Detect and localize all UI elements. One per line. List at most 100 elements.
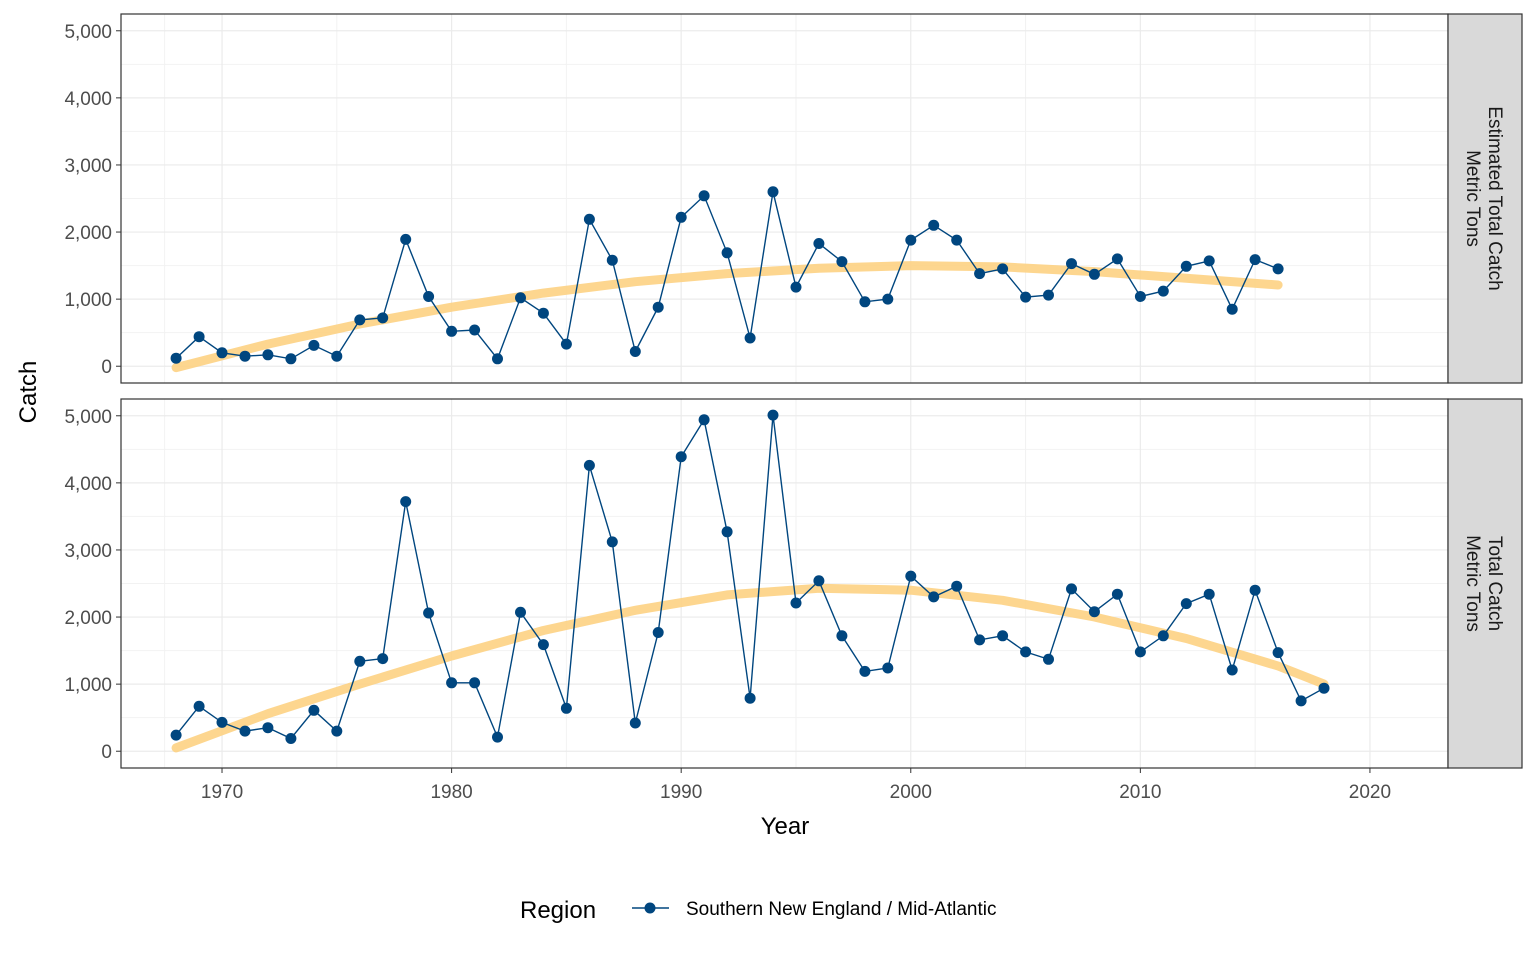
data-point [859, 296, 871, 308]
data-point [606, 254, 618, 266]
data-point [216, 347, 228, 359]
data-point [285, 733, 297, 744]
y-tick-label: 3,000 [64, 541, 112, 562]
data-point [492, 731, 503, 743]
y-tick-label: 5,000 [64, 22, 112, 43]
data-point [400, 233, 412, 245]
data-point [836, 630, 848, 642]
data-point [216, 716, 228, 728]
data-point [744, 332, 756, 344]
data-point [951, 234, 963, 246]
data-point [813, 575, 825, 587]
data-point [446, 325, 458, 337]
legend: Region Southern New England / Mid-Atlant… [520, 897, 997, 924]
data-point [1043, 289, 1054, 301]
data-point [836, 256, 848, 268]
data-point [354, 655, 366, 667]
panel-1: 0 1,000 2,000 3,000 4,000 5,000 Estimated Tota… [64, 13, 1523, 384]
y-tick-label: 2,000 [64, 223, 112, 244]
data-point [1157, 630, 1169, 642]
y-tick-label: 3,000 [64, 156, 112, 177]
data-point [1088, 606, 1100, 618]
data-point [262, 722, 274, 734]
data-point [951, 580, 963, 592]
data-point [790, 597, 802, 609]
data-point [652, 301, 664, 313]
data-point [537, 307, 549, 319]
trend-line [171, 583, 1329, 753]
data-point [652, 627, 664, 638]
data-point [354, 314, 366, 326]
data-point [606, 536, 618, 548]
data-point [997, 263, 1009, 275]
data-point [1088, 268, 1100, 280]
data-point [170, 729, 182, 741]
data-point [515, 606, 526, 618]
data-point [813, 238, 825, 249]
data-point [1020, 291, 1032, 303]
data-point [1226, 664, 1238, 676]
legend-entry-label: Southern New England / Mid-Atlantic [686, 899, 997, 920]
data-point [1249, 584, 1261, 596]
facet-strip-label: Estimated Total CatchMetric Tons [1462, 106, 1505, 290]
data-point [721, 247, 733, 259]
data-point [170, 352, 182, 364]
facet-strip-label-line2: Metric Tons [1462, 150, 1483, 247]
data-point [790, 281, 802, 293]
data-point [193, 331, 205, 343]
facet-strip-label-line1: Total Catch [1484, 536, 1505, 631]
x-tick-label: 2020 [1349, 782, 1391, 803]
data-point [675, 211, 687, 223]
facet-strip [1447, 398, 1523, 769]
data-point [469, 324, 481, 336]
legend-title: Region [520, 897, 596, 924]
data-point [308, 704, 320, 716]
data-point [583, 213, 595, 225]
data-point [193, 700, 205, 712]
legend-key-point [644, 902, 656, 914]
data-point [285, 353, 297, 365]
data-point [377, 312, 389, 324]
data-point [1180, 598, 1192, 610]
facet-strip [1447, 13, 1523, 384]
data-point [423, 607, 435, 619]
data-point [308, 339, 320, 351]
data-point [239, 725, 251, 737]
data-point [1134, 646, 1146, 658]
data-point [1203, 255, 1215, 267]
data-point [928, 591, 940, 603]
data-point [1066, 583, 1077, 595]
data-point [239, 350, 251, 362]
data-point [469, 677, 481, 689]
y-tick-label: 4,000 [64, 474, 112, 495]
data-point [721, 526, 733, 538]
data-point [1043, 653, 1054, 665]
data-point [262, 349, 274, 361]
data-point [1272, 263, 1284, 275]
data-point [997, 630, 1009, 642]
data-point [377, 653, 389, 665]
data-point [560, 702, 572, 714]
data-point [1111, 588, 1123, 600]
data-point [629, 717, 641, 729]
data-point [560, 338, 572, 350]
facet-strip-label: Total CatchMetric Tons [1462, 535, 1505, 632]
data-point [928, 219, 940, 231]
data-point [882, 293, 894, 305]
data-point [331, 725, 343, 737]
data-point [1203, 588, 1215, 600]
x-axis: 1970 1980 1990 2000 2010 2020 [201, 768, 1391, 803]
x-tick-label: 1970 [201, 782, 243, 803]
data-point [515, 292, 526, 304]
data-point [446, 677, 458, 689]
y-tick-label: 0 [101, 357, 112, 378]
facet-strip-label-line1: Estimated Total Catch [1484, 106, 1505, 290]
y-tick-label: 2,000 [64, 608, 112, 629]
data-point [331, 350, 343, 362]
y-tick-label: 1,000 [64, 290, 112, 311]
y-tick-label: 5,000 [64, 407, 112, 428]
data-point [492, 353, 503, 365]
data-point [744, 692, 756, 704]
data-point [400, 496, 412, 508]
